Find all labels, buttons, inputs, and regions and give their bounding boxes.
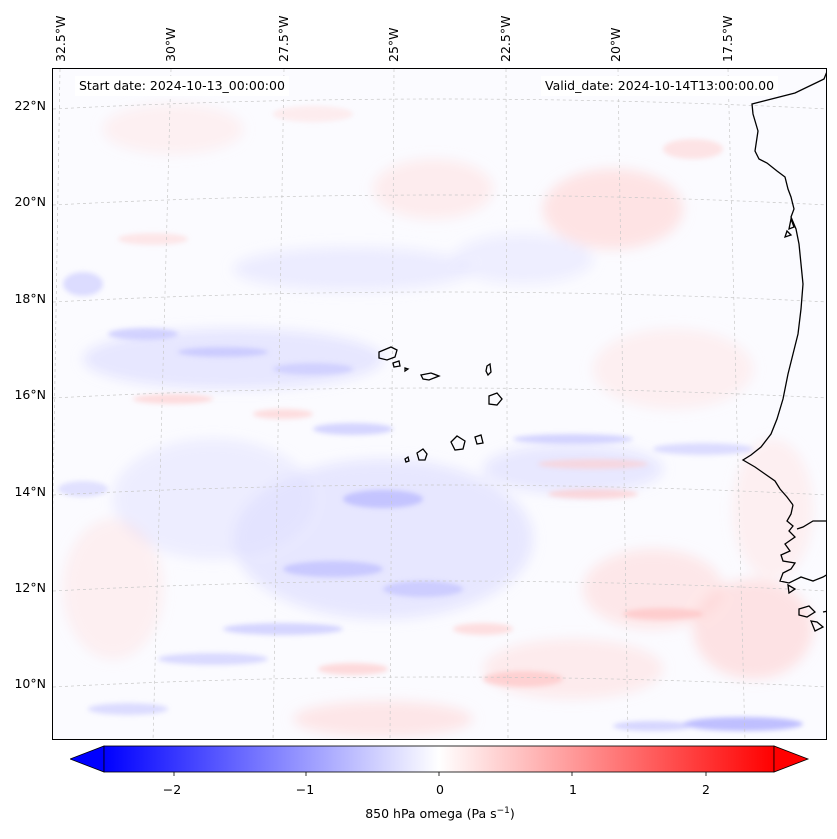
colorbar-gradient bbox=[103, 745, 775, 773]
colorbar-tick-neg2: −2 bbox=[162, 782, 182, 797]
lat-label-10n: 10°N bbox=[14, 676, 46, 691]
cape-verde-islands bbox=[378, 346, 503, 463]
lat-label-18n: 18°N bbox=[14, 291, 46, 306]
colorbar-tick-1: 1 bbox=[569, 782, 577, 797]
lat-label-14n: 14°N bbox=[14, 484, 46, 499]
colorbar-tick-2: 2 bbox=[702, 782, 710, 797]
colorbar-label: 850 hPa omega (Pa s−1) bbox=[0, 806, 837, 821]
lat-label-22n: 22°N bbox=[14, 98, 46, 113]
colorbar-label-close: ) bbox=[509, 806, 515, 822]
colorbar-tick-marks bbox=[173, 772, 707, 776]
lon-label-20w: 20°W bbox=[608, 27, 623, 62]
lon-label-27-5w: 27.5°W bbox=[276, 15, 291, 62]
graticule-lines bbox=[53, 69, 826, 739]
lon-label-22-5w: 22.5°W bbox=[498, 15, 513, 62]
colorbar-tick-neg1: −1 bbox=[295, 782, 315, 797]
start-date-label: Start date: 2024-10-13_00:00:00 bbox=[75, 76, 289, 96]
lat-label-20n: 20°N bbox=[14, 194, 46, 209]
lon-label-25w: 25°W bbox=[386, 27, 401, 62]
colorbar-label-text: 850 hPa omega (Pa s bbox=[365, 806, 497, 822]
africa-coastline bbox=[741, 72, 826, 632]
lon-label-32-5w: 32.5°W bbox=[53, 15, 68, 62]
colorbar-min-extend bbox=[70, 745, 105, 773]
valid-date-label: Valid_date: 2024-10-14T13:00:00.00 bbox=[541, 76, 779, 96]
colorbar-tick-0: 0 bbox=[436, 782, 444, 797]
lat-label-12n: 12°N bbox=[14, 580, 46, 595]
lon-label-30w: 30°W bbox=[163, 27, 178, 62]
map-panel bbox=[52, 68, 827, 740]
colorbar-max-extend bbox=[773, 745, 810, 773]
lat-label-16n: 16°N bbox=[14, 387, 46, 402]
omega-field-map bbox=[53, 69, 826, 739]
omega-broad-anomalies bbox=[63, 104, 813, 737]
colorbar-label-exponent: −1 bbox=[496, 806, 510, 816]
colorbar bbox=[70, 745, 810, 776]
lon-label-17-5w: 17.5°W bbox=[720, 15, 735, 62]
